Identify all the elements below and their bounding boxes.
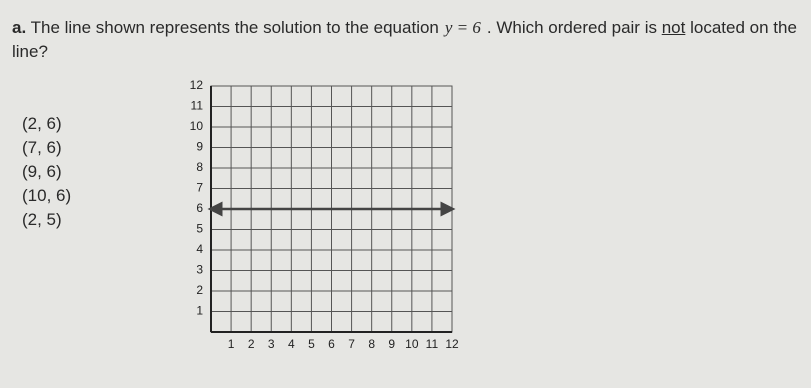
x-tick-label: 12 xyxy=(445,337,459,351)
x-tick-label: 2 xyxy=(248,337,255,351)
y-tick-label: 6 xyxy=(196,201,203,215)
equation: y = 6 xyxy=(444,18,481,37)
question-label: a. xyxy=(12,18,27,37)
x-tick-label: 5 xyxy=(308,337,315,351)
options: (2, 6) (7, 6) (9, 6) (10, 6) (2, 5) xyxy=(22,112,71,232)
y-tick-label: 7 xyxy=(196,181,203,195)
x-tick-label: 7 xyxy=(348,337,355,351)
y-tick-label: 1 xyxy=(196,304,203,318)
y-tick-label: 3 xyxy=(196,263,203,277)
y-tick-label: 9 xyxy=(196,140,203,154)
y-tick-label: 5 xyxy=(196,222,203,236)
question-text: located on the line? xyxy=(12,18,797,61)
question: a. The line shown represents the solutio… xyxy=(12,16,802,64)
option: (10, 6) xyxy=(22,186,72,205)
option: (2, 6) xyxy=(22,114,62,133)
x-tick-label: 1 xyxy=(228,337,235,351)
x-tick-label: 10 xyxy=(405,337,419,351)
x-tick-label: 11 xyxy=(426,337,439,351)
option: (9, 6) xyxy=(22,162,62,181)
emphasis: not xyxy=(661,18,686,37)
option: (2, 5) xyxy=(22,210,62,229)
y-tick-label: 8 xyxy=(196,160,203,174)
y-tick-label: 11 xyxy=(191,99,204,113)
x-tick-label: 4 xyxy=(288,337,295,351)
question-text: The line shown represents the solution t… xyxy=(30,18,439,37)
x-tick-label: 9 xyxy=(388,337,395,351)
question-text: . Which ordered pair is xyxy=(486,18,657,37)
option: (7, 6) xyxy=(22,138,62,157)
y-tick-label: 12 xyxy=(190,78,204,92)
y-tick-label: 2 xyxy=(196,283,203,297)
y-tick-label: 4 xyxy=(196,242,203,256)
y-tick-label: 10 xyxy=(190,119,204,133)
x-tick-label: 6 xyxy=(328,337,335,351)
x-tick-label: 3 xyxy=(268,337,275,351)
x-tick-label: 8 xyxy=(368,337,375,351)
